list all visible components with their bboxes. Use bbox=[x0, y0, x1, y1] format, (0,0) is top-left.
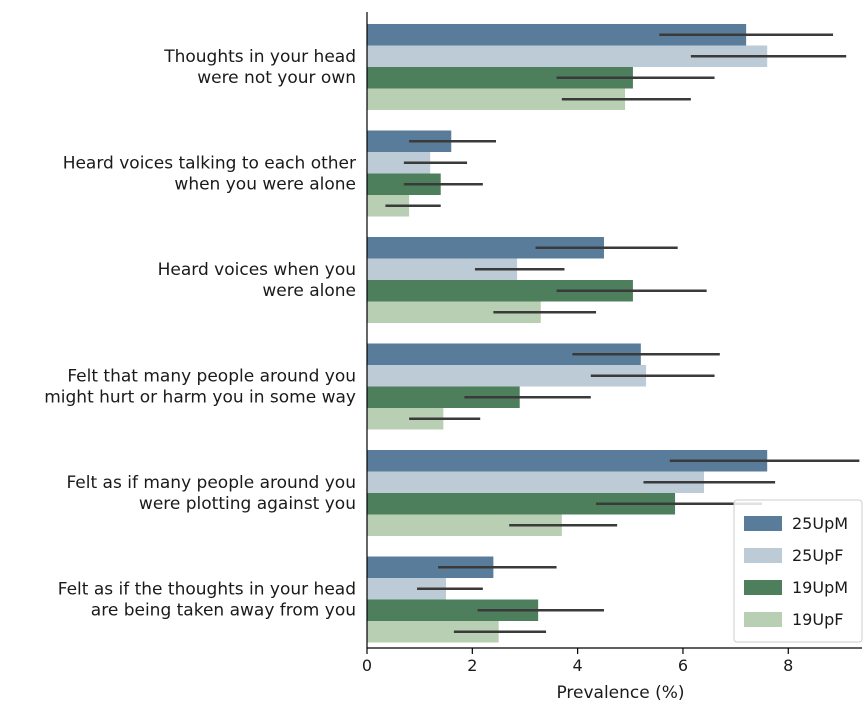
category-label-line: Felt as if the thoughts in your head bbox=[58, 580, 356, 600]
bar-25UpF-4 bbox=[367, 471, 705, 493]
category-label-line: were plotting against you bbox=[139, 494, 356, 514]
bar-25UpF-1 bbox=[367, 152, 431, 174]
bar-19UpM-3 bbox=[367, 386, 520, 408]
category-label-line: were not your own bbox=[197, 68, 356, 88]
x-tick-label: 2 bbox=[467, 656, 477, 675]
category-label-5: Felt as if the thoughts in your head are … bbox=[58, 580, 356, 621]
error-bars-layer bbox=[385, 33, 860, 634]
legend-label-25UpM: 25UpM bbox=[792, 514, 848, 533]
bar-19UpM-0 bbox=[367, 67, 633, 89]
x-tick-label: 4 bbox=[573, 656, 583, 675]
x-tick-label: 6 bbox=[678, 656, 688, 675]
bar-25UpF-0 bbox=[367, 45, 768, 67]
category-label-line: are being taken away from you bbox=[91, 601, 356, 621]
category-label-line: Felt that many people around you bbox=[67, 367, 356, 387]
bar-19UpM-5 bbox=[367, 599, 539, 621]
category-label-line: Felt as if many people around you bbox=[66, 473, 356, 493]
bar-19UpF-5 bbox=[367, 621, 499, 643]
category-label-line: were alone bbox=[262, 281, 356, 301]
category-label-4: Felt as if many people around you were pl… bbox=[66, 473, 356, 514]
bar-19UpM-2 bbox=[367, 280, 633, 302]
category-label-0: Thoughts in your head were not your own bbox=[163, 47, 356, 88]
legend-label-19UpM: 19UpM bbox=[792, 578, 848, 597]
legend-swatch-19UpF bbox=[744, 612, 782, 627]
legend-swatch-25UpF bbox=[744, 548, 782, 563]
category-label-line: Heard voices talking to each other bbox=[63, 154, 356, 174]
bar-19UpF-0 bbox=[367, 88, 626, 110]
legend-label-25UpF: 25UpF bbox=[792, 546, 843, 565]
axes-layer bbox=[366, 12, 862, 649]
x-ticks: 0 2 4 6 8 bbox=[362, 648, 793, 675]
category-label-line: Thoughts in your head bbox=[163, 47, 356, 67]
category-label-line: Heard voices when you bbox=[158, 260, 356, 280]
bar-25UpM-4 bbox=[367, 450, 768, 472]
bar-25UpM-5 bbox=[367, 556, 494, 578]
bar-25UpF-5 bbox=[367, 578, 446, 600]
x-tick-label: 8 bbox=[783, 656, 793, 675]
category-labels: Thoughts in your head were not your own He… bbox=[44, 47, 356, 621]
legend-swatch-25UpM bbox=[744, 516, 782, 531]
category-label-line: when you were alone bbox=[174, 175, 356, 195]
x-tick-label: 0 bbox=[362, 656, 372, 675]
bar-25UpM-0 bbox=[367, 24, 747, 46]
legend: 25UpM 25UpF 19UpM 19UpF bbox=[733, 499, 863, 643]
legend-label-19UpF: 19UpF bbox=[792, 610, 843, 629]
bars-layer bbox=[367, 24, 768, 643]
bar-25UpM-2 bbox=[367, 237, 604, 259]
category-label-2: Heard voices when you were alone bbox=[158, 260, 356, 301]
category-label-line: might hurt or harm you in some way bbox=[44, 388, 356, 408]
bar-19UpM-4 bbox=[367, 493, 676, 515]
legend-swatch-19UpM bbox=[744, 580, 782, 595]
category-label-1: Heard voices talking to each other when y… bbox=[63, 154, 356, 195]
bar-25UpM-3 bbox=[367, 343, 641, 365]
bar-19UpF-4 bbox=[367, 514, 562, 536]
category-label-3: Felt that many people around you might hu… bbox=[44, 367, 356, 408]
bar-25UpF-3 bbox=[367, 365, 647, 387]
legend-box bbox=[733, 499, 863, 643]
x-axis-title: Prevalence (%) bbox=[556, 683, 684, 703]
bar-25UpF-2 bbox=[367, 258, 518, 280]
bar-19UpF-2 bbox=[367, 301, 541, 323]
bar-19UpF-3 bbox=[367, 408, 444, 430]
